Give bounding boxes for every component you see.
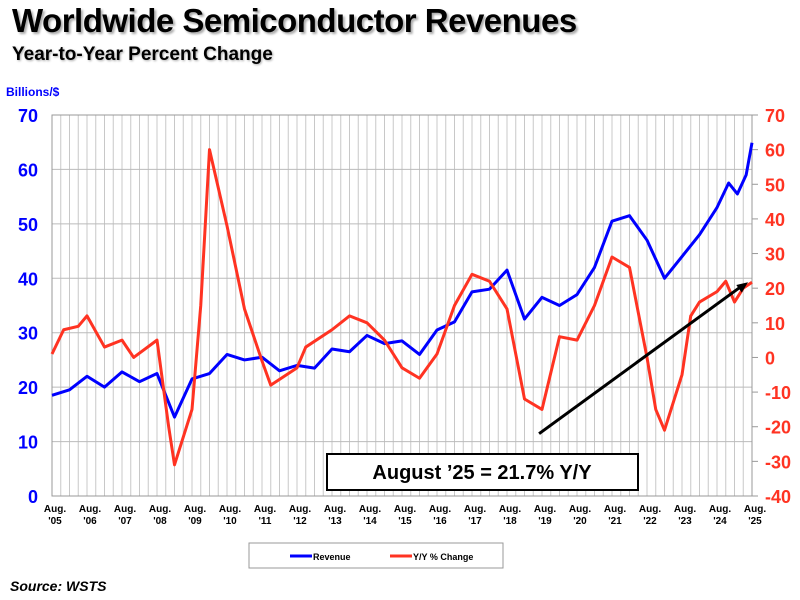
series-line-y-y-change [50, 148, 753, 467]
y-right-tick-label: -30 [765, 452, 791, 472]
annotation-text: August ’25 = 21.7% Y/Y [372, 462, 592, 484]
x-tick-label-month: Aug. [114, 504, 136, 515]
x-tick-label-month: Aug. [429, 504, 451, 515]
x-tick-label-year: '18 [503, 516, 517, 527]
annotation-box [326, 453, 639, 491]
y-left-axis-label: Billions/$ [6, 85, 60, 99]
y-left-tick-label: 0 [28, 487, 38, 507]
y-right-tick-label: -10 [765, 383, 791, 403]
legend-label: Y/Y % Change [413, 552, 473, 562]
y-right-tick-label: 50 [765, 175, 785, 195]
x-tick-label-month: Aug. [149, 504, 171, 515]
x-tick-label-month: Aug. [639, 504, 661, 515]
x-tick-label-year: '15 [398, 516, 412, 527]
x-tick-label-year: '16 [433, 516, 447, 527]
x-tick-label-month: Aug. [289, 504, 311, 515]
x-tick-label-year: '11 [259, 516, 272, 527]
x-tick-label-year: '05 [48, 516, 62, 527]
x-tick-label-month: Aug. [499, 504, 521, 515]
x-tick-label-month: Aug. [184, 504, 206, 515]
x-tick-label-month: Aug. [674, 504, 696, 515]
x-tick-label-month: Aug. [324, 504, 346, 515]
x-tick-label-year: '12 [293, 516, 307, 527]
y-right-tick-label: 70 [765, 106, 785, 126]
plot-frame [51, 114, 753, 497]
y-left-tick-label: 50 [18, 215, 38, 235]
y-left-tick-label: 30 [18, 324, 38, 344]
x-tick-label-month: Aug. [359, 504, 381, 515]
arrow-head-icon [736, 282, 748, 293]
x-tick-label-year: '09 [188, 516, 202, 527]
x-tick-label-year: '22 [643, 516, 657, 527]
y-left-tick-label: 20 [18, 378, 38, 398]
x-tick-label-year: '13 [328, 516, 342, 527]
y-right-tick-label: 30 [765, 245, 785, 265]
y-left-tick-label: 60 [18, 160, 38, 180]
x-tick-label-month: Aug. [219, 504, 241, 515]
x-tick-label-month: Aug. [604, 504, 626, 515]
x-tick-label-month: Aug. [709, 504, 731, 515]
y-right-tick-label: 10 [765, 314, 785, 334]
x-tick-label-year: '19 [538, 516, 552, 527]
x-tick-label-year: '24 [713, 516, 727, 527]
y-right-tick-label: 0 [765, 348, 775, 368]
x-tick-label-month: Aug. [744, 504, 766, 515]
x-tick-label-year: '25 [748, 516, 762, 527]
source-note: Source: WSTS [10, 578, 107, 594]
x-tick-label-month: Aug. [254, 504, 276, 515]
y-right-tick-label: 60 [765, 141, 785, 161]
legend-label: Revenue [313, 552, 351, 562]
y-left-tick-label: 70 [18, 106, 38, 126]
x-tick-label-month: Aug. [534, 504, 556, 515]
x-tick-label-month: Aug. [394, 504, 416, 515]
y-right-tick-label: -20 [765, 418, 791, 438]
x-tick-label-month: Aug. [464, 504, 486, 515]
y-right-tick-label: -40 [765, 487, 791, 507]
chart-title: Worldwide Semiconductor Revenues [12, 2, 577, 39]
x-tick-label-month: Aug. [569, 504, 591, 515]
series-line-revenue [51, 142, 754, 419]
x-tick-label-year: '21 [608, 516, 622, 527]
x-tick-label-year: '20 [573, 516, 587, 527]
trend-arrow [538, 286, 741, 435]
x-tick-label-year: '08 [153, 516, 167, 527]
x-tick-label-year: '14 [363, 516, 377, 527]
x-tick-label-month: Aug. [44, 504, 66, 515]
x-tick-label-year: '10 [223, 516, 237, 527]
x-tick-label-year: '07 [118, 516, 132, 527]
x-tick-label-year: '23 [678, 516, 692, 527]
y-left-tick-label: 40 [18, 269, 38, 289]
y-right-tick-label: 40 [765, 210, 785, 230]
y-right-tick-label: 20 [765, 279, 785, 299]
x-tick-label-year: '06 [83, 516, 97, 527]
x-tick-label-year: '17 [468, 516, 482, 527]
y-left-tick-label: 10 [18, 433, 38, 453]
chart-subtitle: Year-to-Year Percent Change [12, 44, 273, 65]
x-tick-label-month: Aug. [79, 504, 101, 515]
